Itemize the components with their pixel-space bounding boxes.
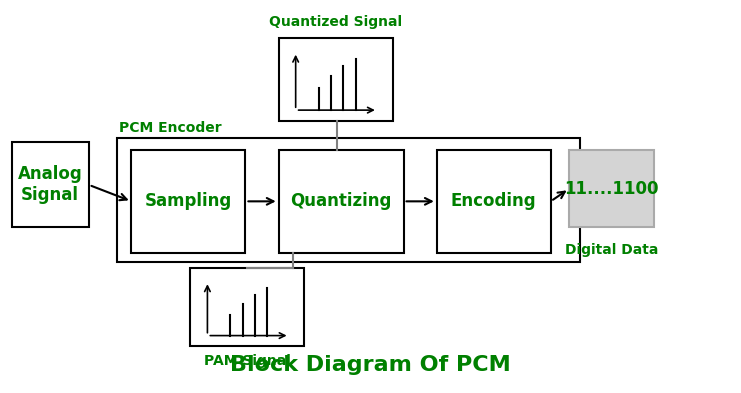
Text: Encoding: Encoding [451,192,536,210]
Text: Analog
Signal: Analog Signal [18,165,82,204]
Bar [131,150,245,253]
Text: PCM Encoder: PCM Encoder [119,121,222,134]
Text: 11....1100: 11....1100 [564,180,659,198]
Bar [117,138,580,263]
Text: Digital Data: Digital Data [565,243,659,257]
Text: Quantized Signal: Quantized Signal [269,15,402,29]
Bar [279,38,393,121]
Text: Block Diagram Of PCM: Block Diagram Of PCM [230,355,511,375]
Bar [279,150,404,253]
Bar [436,150,551,253]
Bar [190,268,305,346]
Text: Sampling: Sampling [144,192,232,210]
Text: Quantizing: Quantizing [290,192,392,210]
Bar [569,150,654,228]
Bar [12,142,89,228]
Text: PAM Signal: PAM Signal [204,354,290,368]
